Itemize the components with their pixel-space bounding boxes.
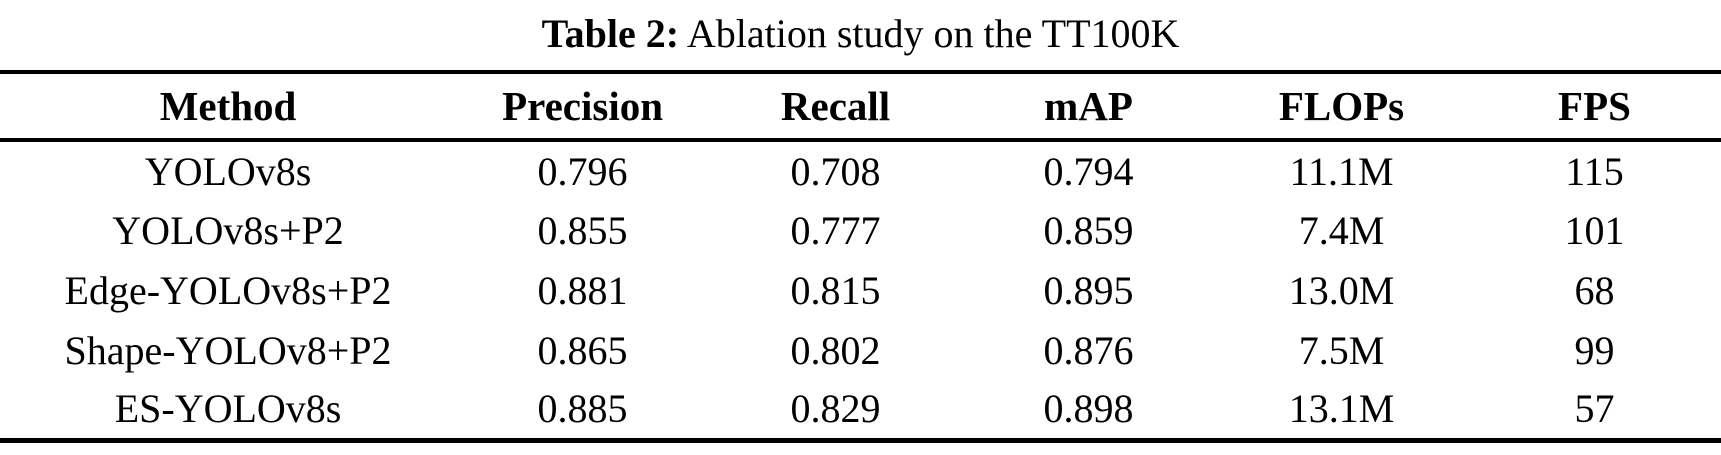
- cell-fps: 57: [1574, 386, 1615, 432]
- table-row: Shape-YOLOv8+P2 0.865 0.802 0.876 7.5M 99: [0, 320, 1721, 380]
- column-header-precision: Precision: [502, 83, 664, 129]
- column-header-recall: Recall: [780, 83, 891, 129]
- header-row: Method Precision Recall mAP FLOPs FPS: [0, 72, 1721, 140]
- table-caption: Table 2: Ablation study on the TT100K: [0, 0, 1721, 70]
- column-header-fps: FPS: [1558, 83, 1631, 129]
- ablation-table: Method Precision Recall mAP FLOPs FPS YO…: [0, 70, 1721, 443]
- cell-flops: 11.1M: [1289, 148, 1394, 194]
- table-body: YOLOv8s 0.796 0.708 0.794 11.1M 115 YOLOv8s+P2…: [0, 140, 1721, 440]
- table-header: Method Precision Recall mAP FLOPs FPS: [0, 72, 1721, 140]
- column-header-method: Method: [159, 83, 297, 129]
- cell-method: YOLOv8s+P2: [112, 207, 344, 253]
- column-header-flops: FLOPs: [1278, 83, 1405, 129]
- table-row: Edge-YOLOv8s+P2 0.881 0.815 0.895 13.0M 68: [0, 260, 1721, 320]
- cell-map: 0.876: [1043, 327, 1134, 373]
- cell-recall: 0.777: [790, 207, 881, 253]
- cell-map: 0.859: [1043, 207, 1134, 253]
- cell-flops: 7.4M: [1298, 207, 1385, 253]
- cell-method: Edge-YOLOv8s+P2: [64, 267, 392, 313]
- cell-method: Shape-YOLOv8+P2: [64, 327, 392, 373]
- column-header-map: mAP: [1044, 83, 1133, 129]
- cell-fps: 68: [1574, 267, 1615, 313]
- table-caption-label: Table 2:: [541, 11, 680, 56]
- cell-precision: 0.885: [537, 386, 628, 432]
- cell-flops: 13.0M: [1288, 267, 1395, 313]
- cell-flops: 13.1M: [1288, 386, 1395, 432]
- cell-recall: 0.815: [790, 267, 881, 313]
- cell-flops: 7.5M: [1298, 327, 1385, 373]
- cell-fps: 101: [1564, 207, 1625, 253]
- cell-method: ES-YOLOv8s: [114, 386, 342, 432]
- cell-precision: 0.865: [537, 327, 628, 373]
- table-caption-text: Ablation study on the TT100K: [679, 11, 1180, 56]
- cell-precision: 0.796: [537, 148, 628, 194]
- cell-precision: 0.881: [537, 267, 628, 313]
- cell-fps: 99: [1574, 327, 1615, 373]
- cell-precision: 0.855: [537, 207, 628, 253]
- table-row: ES-YOLOv8s 0.885 0.829 0.898 13.1M 57: [0, 380, 1721, 440]
- cell-map: 0.895: [1043, 267, 1134, 313]
- cell-method: YOLOv8s: [144, 148, 312, 194]
- cell-recall: 0.802: [790, 327, 881, 373]
- cell-recall: 0.708: [790, 148, 881, 194]
- cell-fps: 115: [1565, 148, 1624, 194]
- cell-map: 0.794: [1043, 148, 1134, 194]
- table-row: YOLOv8s+P2 0.855 0.777 0.859 7.4M 101: [0, 200, 1721, 260]
- cell-map: 0.898: [1043, 386, 1134, 432]
- cell-recall: 0.829: [790, 386, 881, 432]
- table-row: YOLOv8s 0.796 0.708 0.794 11.1M 115: [0, 140, 1721, 200]
